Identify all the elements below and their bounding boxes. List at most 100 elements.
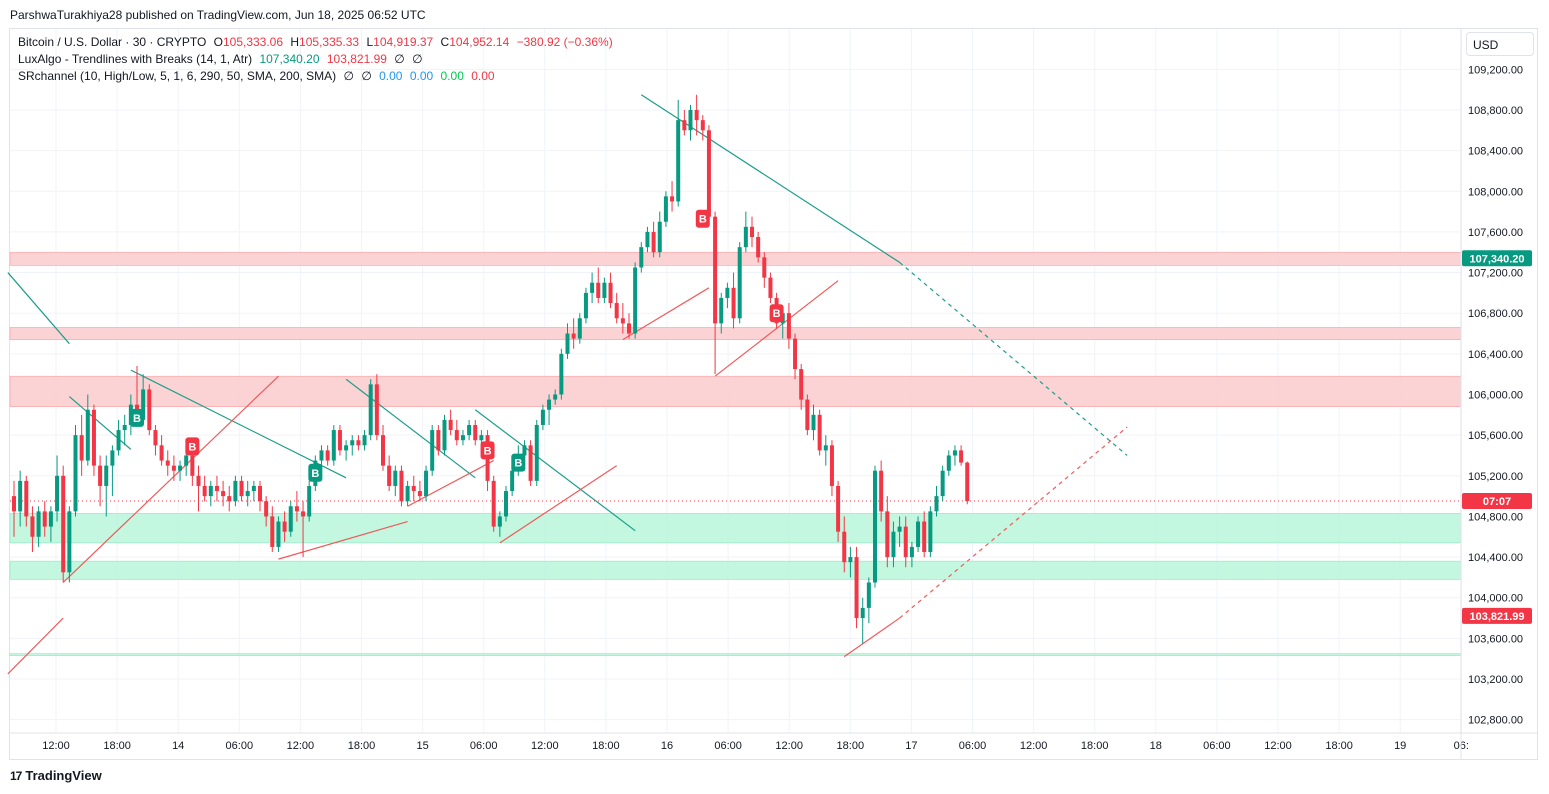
candle (811, 404, 816, 441)
candle-body (171, 465, 176, 471)
candle-body (633, 267, 638, 334)
candle-body (208, 485, 213, 497)
candle-body (793, 338, 798, 370)
candle-body (873, 470, 877, 583)
candle (547, 394, 552, 425)
candle (147, 384, 152, 436)
indicator-name[interactable]: SRchannel (10, High/Low, 5, 1, 6, 290, 5… (18, 69, 337, 83)
candle (251, 480, 256, 502)
candle-body (387, 465, 392, 486)
candle-body (676, 120, 681, 202)
break-label-text: B (311, 468, 319, 480)
candle (399, 465, 404, 507)
candle (381, 424, 385, 471)
symbol-name[interactable]: Bitcoin / U.S. Dollar · 30 · CRYPTO (18, 35, 207, 49)
candle (301, 501, 306, 558)
candle-body (473, 424, 478, 441)
candle (196, 465, 201, 512)
candle (276, 516, 281, 553)
candle (417, 480, 422, 502)
candle-body (190, 455, 195, 476)
candle (793, 333, 798, 380)
candle (848, 546, 853, 578)
candle-body (184, 455, 189, 466)
tradingview-logo[interactable]: 17 TradingView (10, 768, 102, 783)
candle (817, 409, 822, 456)
candle (866, 577, 871, 624)
candle-body (940, 470, 945, 497)
x-tick-label: 18:00 (1081, 740, 1109, 752)
candle (897, 516, 902, 547)
candle-body (682, 120, 687, 131)
break-label-text: B (484, 445, 492, 457)
candle (756, 231, 761, 263)
candle-body (331, 430, 336, 461)
x-tick-label: 18 (1150, 740, 1162, 752)
candle-body (368, 384, 373, 436)
candle-body (122, 424, 127, 431)
candle-body (897, 526, 902, 532)
x-tick-label: 06:00 (1203, 740, 1231, 752)
y-tick-label: 102,800.00 (1468, 715, 1523, 727)
candle-body (30, 516, 35, 537)
price-label-box (1462, 607, 1532, 624)
candle-body (417, 491, 422, 497)
trendline (130, 369, 347, 479)
candle-body (430, 430, 435, 471)
candle (12, 480, 16, 537)
candle (873, 465, 877, 588)
candle (116, 419, 121, 456)
candle-body (73, 435, 78, 512)
candle-body (553, 394, 558, 400)
candle-body (534, 424, 539, 481)
candle-body (756, 236, 761, 258)
candle-body (178, 465, 183, 471)
candle-body (670, 196, 675, 202)
candle (264, 496, 269, 527)
indicator-name[interactable]: LuxAlgo - Trendlines with Breaks (14, 1,… (18, 52, 253, 66)
price-label-text: 107,340.20 (1469, 253, 1524, 265)
resistance-zone (9, 251, 1462, 266)
candle (442, 414, 447, 456)
candle-body (91, 409, 96, 466)
candle-body (725, 287, 730, 298)
candle-body (965, 462, 970, 501)
legend-symbol-row: Bitcoin / U.S. Dollar · 30 · CRYPTO O105… (18, 35, 617, 49)
candle-body (657, 221, 662, 253)
indicator-value: 0.00 (409, 69, 434, 83)
candle-body (854, 557, 859, 619)
candle (682, 109, 687, 136)
candle-body (608, 282, 613, 304)
candle (633, 262, 638, 339)
candle-body (233, 480, 238, 502)
trendline (62, 375, 279, 583)
candle (18, 470, 23, 527)
x-tick-label: 19 (1394, 740, 1406, 752)
candle (534, 419, 539, 486)
trendline (899, 426, 1128, 619)
x-tick-label: 12:00 (531, 740, 559, 752)
candle-body (811, 414, 816, 431)
break-label: B (511, 453, 526, 472)
candle-body (479, 435, 484, 441)
candle-body (645, 231, 650, 248)
candle (602, 277, 607, 304)
candle-body (909, 546, 914, 558)
currency-button[interactable]: USD (1466, 32, 1534, 56)
candle-body (61, 475, 66, 573)
candle-body (700, 120, 705, 131)
break-label: B (769, 304, 784, 323)
candle-body (116, 430, 121, 451)
candle-body (522, 445, 527, 456)
candle (48, 506, 53, 542)
candle-body (153, 430, 158, 446)
candle (55, 455, 60, 522)
chart-frame[interactable] (9, 28, 1538, 760)
y-tick-label: 105,200.00 (1468, 471, 1523, 483)
candle-body (639, 247, 644, 268)
break-label: B (695, 209, 710, 228)
candle (965, 461, 970, 505)
x-tick-label: 12:00 (1020, 740, 1048, 752)
candle (731, 272, 736, 329)
